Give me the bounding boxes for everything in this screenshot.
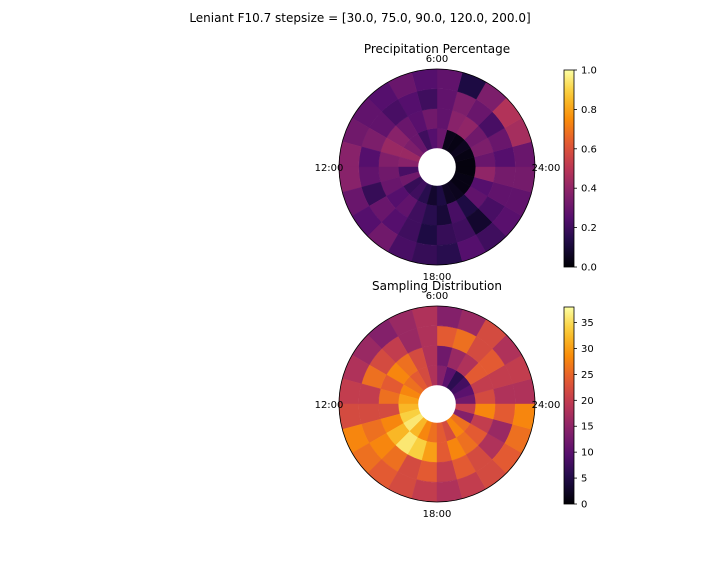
polar-heatmap-cells [338,305,536,503]
colorbar-gradient [563,69,575,268]
polar-heatmap-cells [338,68,536,266]
colorbar-tick-label: 0 [581,500,587,511]
colorbar-tick-label: 20 [581,396,594,407]
colorbar-tick-label: 10 [581,448,594,459]
polar-outline [338,68,536,266]
theta-label-18: 18:00 [423,509,452,520]
colorbar-gradient [563,306,575,505]
colorbar: 0 5 10 15 20 25 30 35 [563,306,594,511]
polar-outline [338,305,536,503]
panel-title: Precipitation Percentage [364,42,510,56]
colorbar-tick-label: 15 [581,422,594,433]
colorbar: 0.0 0.2 0.4 0.6 0.8 1.0 [563,66,597,274]
theta-label-24: 24:00 [532,163,561,174]
colorbar-tick-label: 30 [581,344,594,355]
theta-label-18: 18:00 [423,272,452,283]
figure-title: Leniant F10.7 stepsize = [30.0, 75.0, 90… [189,11,530,25]
colorbar-tick-label: 0.8 [581,105,597,116]
theta-label-6: 6:00 [426,54,448,65]
theta-label-6: 6:00 [426,291,448,302]
colorbar-tick-label: 0.2 [581,223,597,234]
polar-panel-precipitation: Precipitation Percentage 6:00 12:00 18:0… [315,42,597,283]
theta-label-12: 12:00 [315,163,344,174]
theta-label-24: 24:00 [532,400,561,411]
colorbar-tick-label: 0.0 [581,263,597,274]
colorbar-tick-label: 0.4 [581,184,597,195]
colorbar-tick-label: 0.6 [581,144,597,155]
colorbar-tick-label: 5 [581,474,587,485]
panel-title: Sampling Distribution [372,279,502,293]
colorbar-tick-label: 25 [581,370,594,381]
colorbar-tick-label: 1.0 [581,66,597,77]
theta-label-12: 12:00 [315,400,344,411]
colorbar-tick-label: 35 [581,318,594,329]
polar-panel-sampling: Sampling Distribution 6:00 12:00 18:00 2… [315,279,594,520]
